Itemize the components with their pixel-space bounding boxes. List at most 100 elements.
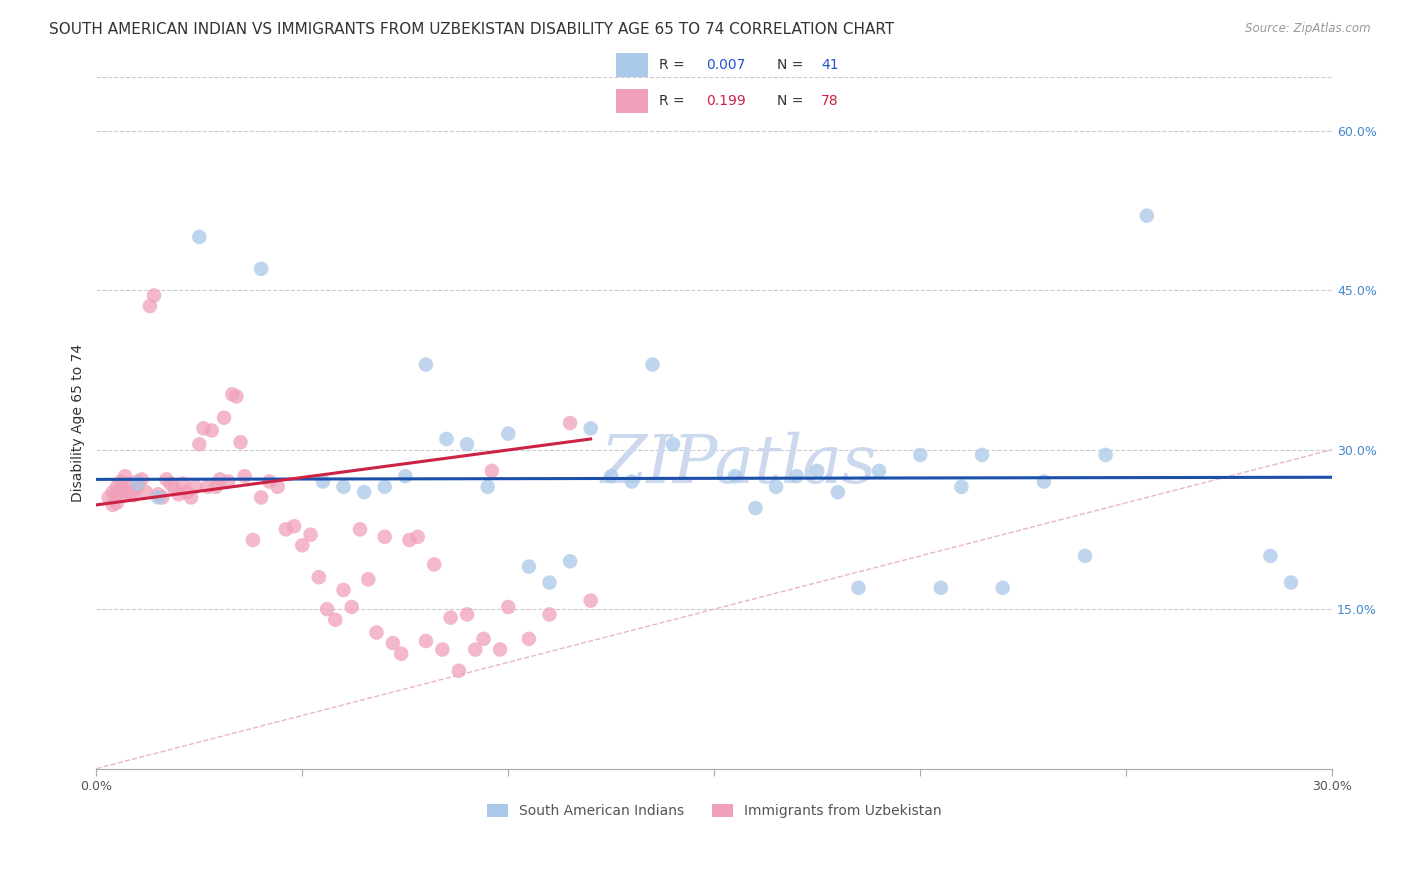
Point [312,475,335,489]
Point [498,426,520,441]
Point [139,299,162,313]
Point [415,358,437,372]
Point [283,519,305,533]
Point [150,491,173,505]
Point [233,469,256,483]
Point [291,538,314,552]
Text: N =: N = [778,94,808,108]
Point [105,480,128,494]
FancyBboxPatch shape [616,88,648,112]
Point [332,582,354,597]
Point [447,664,470,678]
Text: SOUTH AMERICAN INDIAN VS IMMIGRANTS FROM UZBEKISTAN DISABILITY AGE 65 TO 74 CORR: SOUTH AMERICAN INDIAN VS IMMIGRANTS FROM… [49,22,894,37]
Point [114,469,136,483]
Text: 41: 41 [821,58,839,72]
Point [176,485,198,500]
Point [259,475,281,489]
Point [353,485,375,500]
Point [250,261,273,276]
Point [558,554,581,568]
Text: ZIPatlas: ZIPatlas [600,432,877,497]
Point [101,485,124,500]
Point [118,487,141,501]
Point [299,527,322,541]
Point [848,581,870,595]
Point [498,599,520,614]
Text: 78: 78 [821,94,839,108]
Point [221,387,243,401]
Point [250,491,273,505]
Point [398,533,420,547]
Point [217,475,239,489]
Point [366,625,388,640]
Point [212,410,235,425]
Text: R =: R = [659,58,689,72]
Y-axis label: Disability Age 65 to 74: Disability Age 65 to 74 [72,344,86,502]
Point [193,421,215,435]
Point [97,491,120,505]
Point [517,559,540,574]
Point [110,483,132,497]
Point [538,607,561,622]
Point [127,475,149,489]
Point [122,488,145,502]
Point [806,464,828,478]
Point [105,487,128,501]
Point [579,421,602,435]
Point [381,636,404,650]
Point [332,480,354,494]
Point [620,475,643,489]
Point [765,480,787,494]
Point [1136,209,1159,223]
Point [225,389,247,403]
Point [415,634,437,648]
Point [394,469,416,483]
Point [440,610,463,624]
Point [110,475,132,489]
Point [188,230,211,244]
Point [101,498,124,512]
Point [538,575,561,590]
Text: 0.007: 0.007 [706,58,745,72]
Point [970,448,993,462]
Point [1094,448,1116,462]
Point [868,464,890,478]
Point [167,487,190,501]
Point [208,472,231,486]
Point [641,358,664,372]
Point [143,288,166,302]
Point [432,642,454,657]
Point [114,485,136,500]
Point [323,613,346,627]
Point [389,647,412,661]
Point [423,558,446,572]
Point [127,476,149,491]
Point [340,599,363,614]
Point [135,485,157,500]
Point [122,483,145,497]
Point [929,581,952,595]
Point [744,501,766,516]
Point [274,522,297,536]
Point [349,522,371,536]
Point [456,437,478,451]
Point [910,448,932,462]
Point [308,570,330,584]
Point [464,642,486,657]
Point [229,435,252,450]
Text: N =: N = [778,58,808,72]
Point [374,530,396,544]
Point [184,480,207,494]
Point [201,424,224,438]
Point [163,482,186,496]
Point [127,480,149,494]
Point [579,593,602,607]
Point [827,485,849,500]
Point [159,476,181,491]
Point [558,416,581,430]
Point [146,491,169,505]
Point [197,480,219,494]
Point [1074,549,1097,563]
Point [204,480,226,494]
Point [146,487,169,501]
